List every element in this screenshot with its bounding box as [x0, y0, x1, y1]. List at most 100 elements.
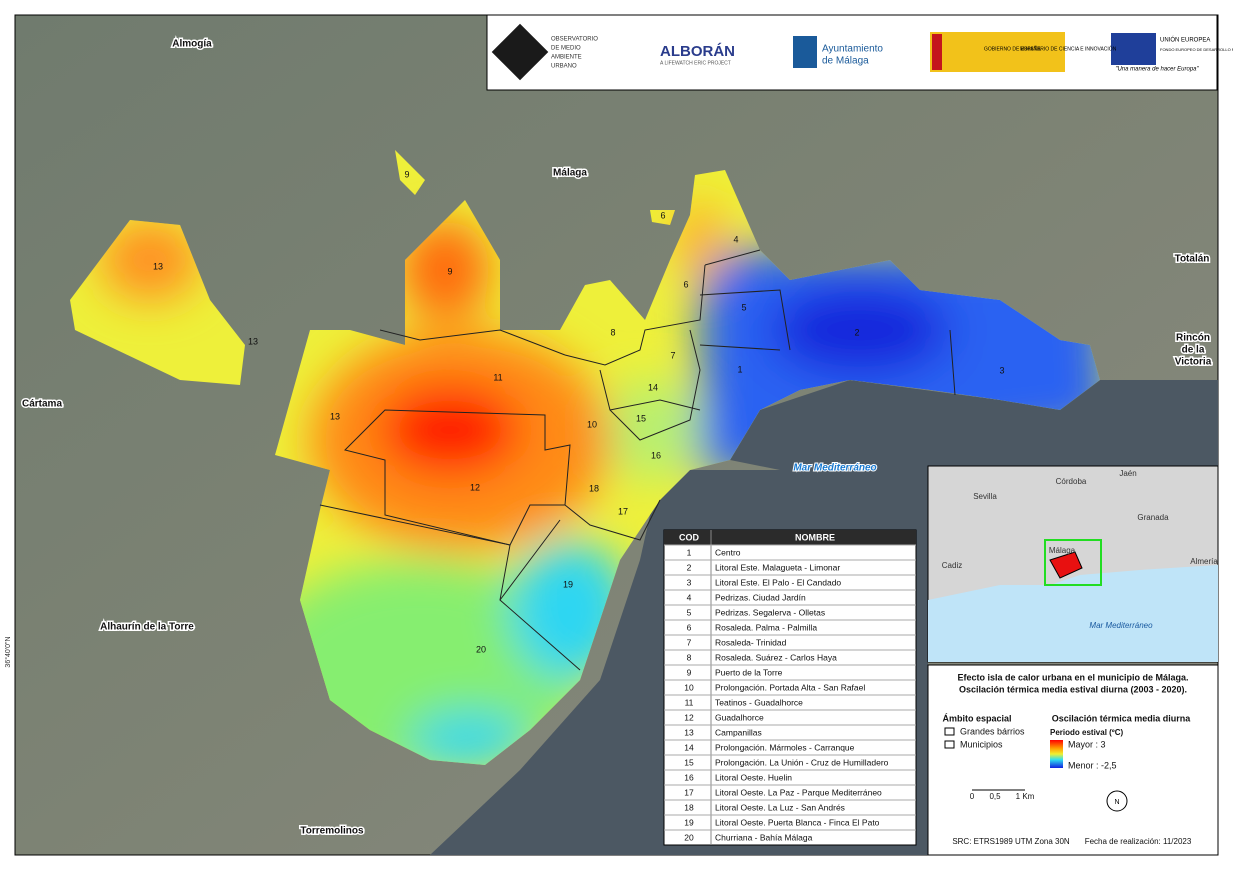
logo-icon	[932, 34, 942, 70]
table-cell: 20	[684, 832, 694, 842]
logo-text: GOBIERNO DE ESPAÑA	[984, 45, 1041, 52]
place-label: Cártama	[22, 399, 62, 410]
legend-subheading: Periodo estival (ºC)	[1050, 728, 1123, 737]
coordinate-label: 36°40'0"N	[4, 636, 12, 667]
legend-date: Fecha de realización: 11/2023	[1085, 837, 1192, 846]
table-cell: Prolongación. La Unión - Cruz de Humilla…	[715, 757, 889, 767]
district-number: 2	[854, 327, 859, 337]
table-header-cell: NOMBRE	[795, 532, 835, 542]
legend-symbol	[944, 727, 955, 736]
inset-sea: Mar Mediterráneo	[1089, 621, 1153, 630]
table-cell: 12	[684, 712, 694, 722]
district-number: 1	[737, 364, 742, 374]
district-number: 20	[476, 644, 486, 654]
inset-place: Granada	[1137, 513, 1169, 522]
district-number: 17	[618, 506, 628, 516]
table-cell: 3	[687, 577, 692, 587]
table-cell: Pedrizas. Segalerva - Olletas	[715, 607, 825, 617]
logo-text: DE MEDIO	[551, 46, 581, 52]
district-number: 18	[589, 483, 599, 493]
table-cell: 18	[684, 802, 694, 812]
district-boundaries	[319, 249, 956, 671]
table-cell: Teatinos - Guadalhorce	[715, 697, 803, 707]
inset-municipality	[1049, 551, 1083, 579]
district-number: 11	[493, 372, 502, 382]
table-cell: Litoral Este. Malagueta - Limonar	[715, 562, 840, 572]
logo-text: UNIÓN EUROPEA	[1160, 37, 1210, 44]
inset-extent	[1044, 539, 1102, 586]
table-cell: 14	[684, 742, 694, 752]
logo-text: FONDO EUROPEO DE DESARROLLO REGIONAL	[1160, 47, 1233, 52]
scale-label: 0	[970, 792, 975, 801]
legend-item: Mayor : 3	[1068, 739, 1106, 749]
inset-place: Sevilla	[973, 492, 997, 501]
table-cell: 13	[684, 727, 694, 737]
table-cell: Litoral Oeste. La Paz - Parque Mediterrá…	[715, 787, 882, 797]
table-cell: 6	[687, 622, 692, 632]
table-cell: 11	[685, 697, 694, 707]
inset-place: Málaga	[1049, 546, 1076, 555]
district-number: 13	[153, 261, 163, 271]
scale-label: 0,5	[989, 792, 1001, 801]
district-number: 3	[999, 365, 1004, 375]
legend-title: Oscilación térmica media estival diurna …	[959, 684, 1187, 694]
legend-item: Grandes bárrios	[960, 726, 1025, 736]
district-number: 6	[660, 210, 665, 220]
table-cell: 15	[684, 757, 694, 767]
logo-text: ALBORÁN	[660, 43, 735, 60]
logo-icon	[793, 36, 817, 68]
legend-heading: Ámbito espacial	[942, 713, 1011, 723]
legend-symbol	[944, 740, 955, 749]
place-label: de la	[1182, 345, 1205, 356]
table-cell: 9	[687, 667, 692, 677]
table-cell: 16	[684, 772, 694, 782]
place-label: Torremolinos	[300, 826, 364, 837]
inset-place: Almería	[1190, 557, 1218, 566]
scale-label: 1 Km	[1016, 792, 1035, 801]
district-number: 19	[563, 579, 573, 589]
table-cell: 5	[687, 607, 692, 617]
legend-title: Efecto isla de calor urbana en el munici…	[957, 672, 1188, 682]
logo-text: MINISTERIO DE CIENCIA E INNOVACIÓN	[1020, 45, 1117, 52]
table-cell: Rosaleda. Palma - Palmilla	[715, 622, 817, 632]
district-number: 6	[683, 279, 688, 289]
inset-place: Cadiz	[942, 561, 962, 570]
table-cell: Prolongación. Portada Alta - San Rafael	[715, 682, 865, 692]
legend-ramp	[1050, 740, 1063, 768]
table-cell: 2	[687, 562, 692, 572]
table-cell: 17	[684, 787, 694, 797]
logo-text: URBANO	[551, 64, 577, 70]
legend-item: Menor : -2,5	[1068, 760, 1117, 770]
district-number: 12	[470, 482, 480, 492]
logo-text: "Una manera de hacer Europa"	[1115, 67, 1199, 73]
district-number: 8	[610, 327, 615, 337]
legend-item: Municipios	[960, 739, 1003, 749]
table-cell: Campanillas	[715, 727, 762, 737]
legend-heading: Oscilación térmica media diurna	[1052, 713, 1192, 723]
logo-text: OBSERVATORIO	[551, 37, 598, 43]
place-label: Alhaurín de la Torre	[100, 622, 194, 633]
table-cell: Rosaleda- Trinidad	[715, 637, 787, 647]
table-cell: 19	[684, 817, 694, 827]
table-cell: Guadalhorce	[715, 712, 764, 722]
table-cell: Litoral Oeste. Huelin	[715, 772, 792, 782]
table-header	[664, 530, 916, 545]
inset-place: Jaén	[1119, 469, 1136, 478]
table-cell: 7	[687, 637, 692, 647]
sea	[730, 380, 1218, 470]
table-cell: Litoral Este. El Palo - El Candado	[715, 577, 841, 587]
logo-icon	[1111, 33, 1156, 65]
district-number: 13	[330, 411, 340, 421]
district-number: 5	[741, 302, 746, 312]
district-number: 9	[447, 266, 452, 276]
logo-icon	[930, 32, 1065, 72]
north-label: N	[1114, 799, 1119, 806]
inset-place: Córdoba	[1056, 477, 1087, 486]
logo-text: A LIFEWATCH ERIC PROJECT	[660, 60, 731, 66]
table-header-cell: COD	[679, 532, 700, 542]
legend-panel	[927, 664, 1219, 856]
district-number: 15	[636, 413, 646, 423]
table-cell: Rosaleda. Suárez - Carlos Haya	[715, 652, 837, 662]
table-cell: Litoral Oeste. La Luz - San Andrés	[715, 802, 845, 812]
